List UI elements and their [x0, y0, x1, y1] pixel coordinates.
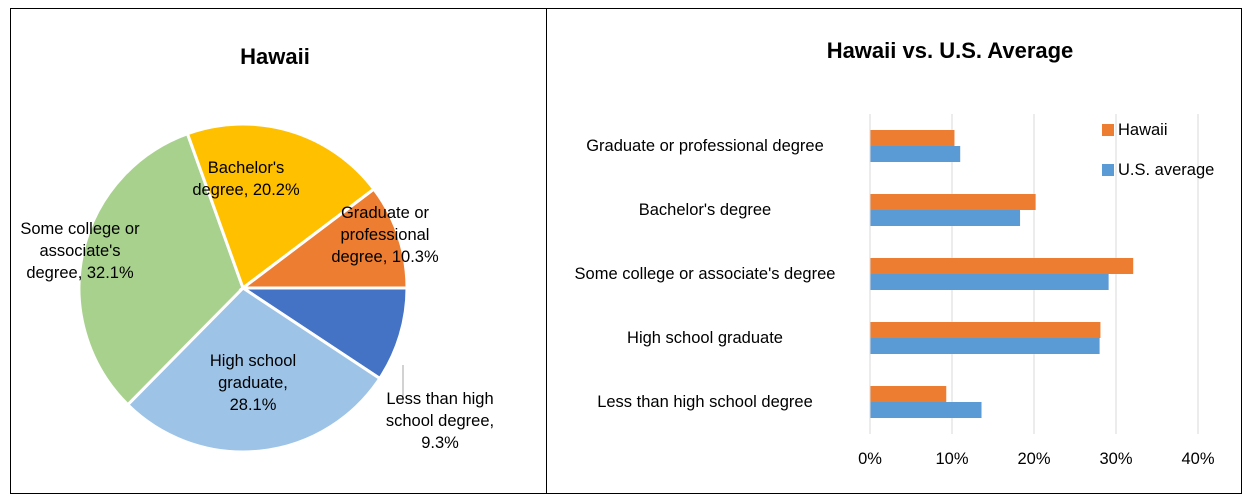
x-tick-label: 30% [1099, 450, 1133, 468]
data-label: Bachelor's degree, 20.2% [192, 159, 300, 199]
legend-swatch [1102, 124, 1114, 136]
data-label: Less than high school degree, 9.3% [385, 390, 495, 452]
y-tick-label: High school graduate [627, 329, 783, 347]
legend-swatch [1102, 164, 1114, 176]
bar [870, 210, 1021, 226]
y-tick-label: Bachelor's degree [638, 201, 772, 219]
pie-slice [238, 286, 409, 381]
bar [870, 322, 1101, 338]
bar [870, 194, 1036, 210]
y-tick-label: Less than high school degree [597, 393, 813, 411]
panel-border [546, 8, 1242, 494]
y-tick-label: Graduate or professional degree [586, 137, 824, 155]
bar [870, 130, 955, 146]
pie-slice [77, 131, 245, 407]
x-tick-label: 10% [935, 450, 969, 468]
data-label: High school graduate, 28.1% [209, 352, 297, 414]
bar [870, 386, 947, 402]
legend-label: U.S. average [1118, 161, 1215, 179]
legend-label: Hawaii [1118, 121, 1168, 139]
chart-title: Hawaii [240, 44, 310, 69]
y-tick-label: Some college or associate's degree [574, 265, 836, 283]
bar [870, 146, 961, 162]
chart-title: Hawaii vs. U.S. Average [826, 38, 1074, 63]
x-tick-label: 40% [1181, 450, 1215, 468]
pie-slice [185, 122, 376, 291]
bar [870, 338, 1100, 354]
bar [870, 258, 1134, 274]
pie-slice [238, 187, 409, 290]
bar [870, 402, 982, 418]
bar [870, 274, 1109, 290]
x-tick-label: 20% [1017, 450, 1051, 468]
x-tick-label: 0% [858, 450, 882, 468]
data-label: Graduate or professional degree, 10.3% [331, 204, 439, 266]
data-label: Some college or associate's degree, 32.1… [20, 220, 140, 282]
pie-slice [125, 286, 382, 454]
